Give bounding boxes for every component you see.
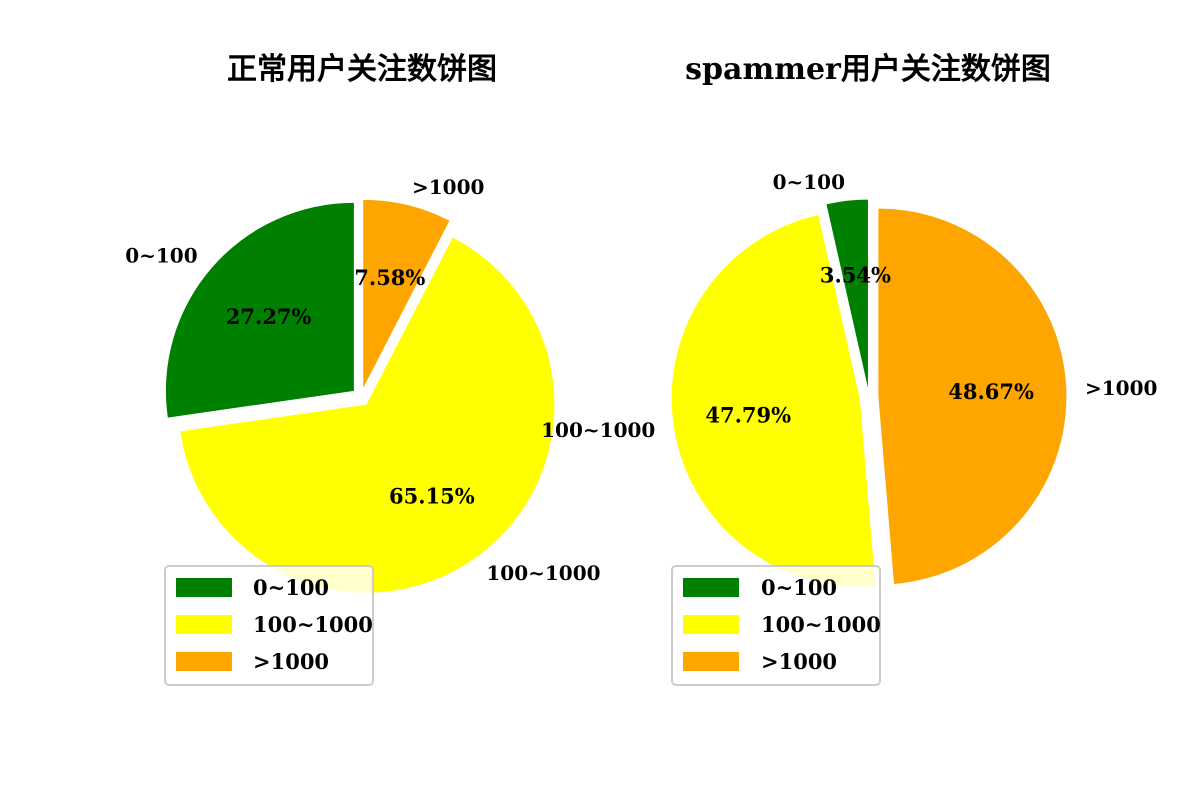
legend-label-0-100: 0~100 bbox=[761, 575, 837, 600]
pie-wedges bbox=[165, 199, 555, 593]
percent-label-0-100: 27.27% bbox=[226, 304, 312, 329]
legend-label-over-1000: >1000 bbox=[253, 649, 329, 674]
slice-label-0-100: 0~100 bbox=[773, 170, 845, 194]
chart-title: spammer用户关注数饼图 bbox=[685, 52, 1051, 87]
slice-labels: 0~100 100~1000 >1000 bbox=[541, 170, 1157, 442]
legend-swatch-100-1000 bbox=[683, 615, 739, 634]
slice-label-over-1000: >1000 bbox=[1085, 376, 1157, 400]
slice-label-0-100: 0~100 bbox=[125, 243, 197, 267]
legend: 0~100 100~1000 >1000 bbox=[671, 565, 881, 686]
pie-slice-0-100 bbox=[826, 199, 868, 388]
legend-label-0-100: 0~100 bbox=[253, 575, 329, 600]
legend-swatch-0-100 bbox=[176, 578, 232, 597]
percent-labels: 27.27% 65.15% 7.58% bbox=[226, 265, 475, 508]
legend: 0~100 100~1000 >1000 bbox=[164, 565, 374, 686]
percent-label-100-1000: 47.79% bbox=[705, 403, 791, 428]
pie-slice-over-1000 bbox=[878, 208, 1067, 584]
slice-labels: 0~100 100~1000 >1000 bbox=[125, 175, 600, 585]
legend-swatch-0-100 bbox=[683, 578, 739, 597]
pie-slice-over-1000 bbox=[363, 199, 450, 388]
legend-swatch-100-1000 bbox=[176, 615, 232, 634]
slice-label-100-1000: 100~1000 bbox=[486, 561, 600, 585]
percent-label-over-1000: 48.67% bbox=[948, 379, 1034, 404]
legend-swatch-over-1000 bbox=[176, 652, 232, 671]
legend-label-100-1000: 100~1000 bbox=[253, 612, 373, 637]
percent-label-100-1000: 65.15% bbox=[389, 484, 475, 509]
legend-swatch-over-1000 bbox=[683, 652, 739, 671]
pie-slice-100-1000 bbox=[671, 215, 876, 587]
percent-labels: 3.54% 47.79% 48.67% bbox=[705, 263, 1034, 428]
legend-label-100-1000: 100~1000 bbox=[761, 612, 881, 637]
pie-chart-spammer-users: spammer用户关注数饼图 0~100 100~1000 >1000 3.54% 4… bbox=[541, 52, 1157, 686]
percent-label-0-100: 3.54% bbox=[820, 263, 891, 288]
pie-slice-0-100 bbox=[165, 202, 354, 418]
legend-label-over-1000: >1000 bbox=[761, 649, 837, 674]
slice-label-100-1000: 100~1000 bbox=[541, 418, 655, 442]
pie-chart-normal-users: 正常用户关注数饼图 0~100 100~1000 >1000 27.27% 65.15… bbox=[125, 52, 601, 686]
chart-title: 正常用户关注数饼图 bbox=[227, 52, 497, 87]
slice-label-over-1000: >1000 bbox=[412, 175, 484, 199]
pie-slice-100-1000 bbox=[180, 237, 555, 593]
percent-label-over-1000: 7.58% bbox=[354, 265, 425, 290]
pie-wedges bbox=[671, 199, 1067, 587]
